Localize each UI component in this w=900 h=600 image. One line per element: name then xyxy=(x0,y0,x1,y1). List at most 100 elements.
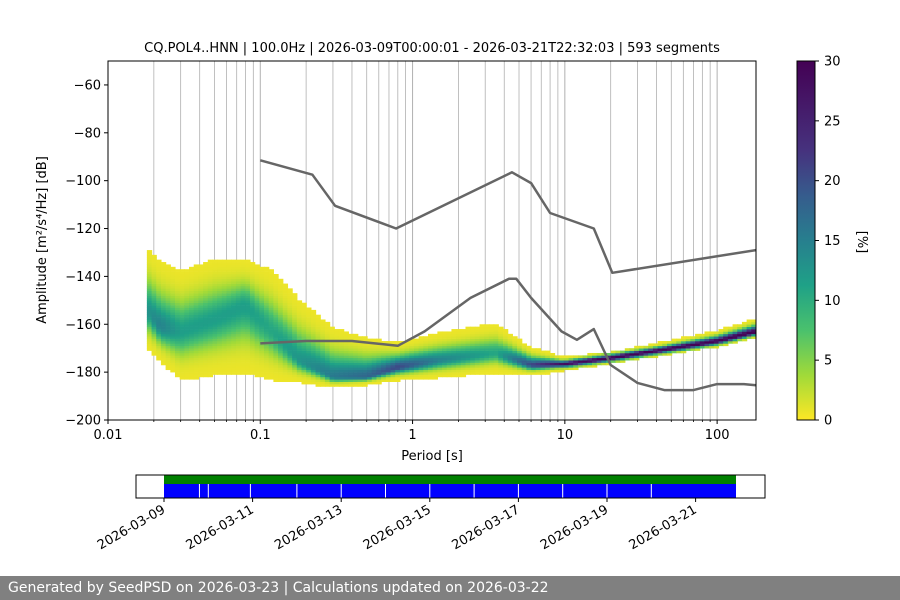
density-cell xyxy=(146,290,153,294)
density-cell xyxy=(212,300,218,304)
density-cell xyxy=(240,295,246,299)
density-cell xyxy=(231,269,237,272)
density-cell xyxy=(521,345,528,349)
density-cell xyxy=(723,329,729,332)
density-cell xyxy=(221,326,228,330)
density-cell xyxy=(273,369,279,373)
density-cell xyxy=(165,285,171,289)
density-cell xyxy=(390,372,396,375)
density-cell xyxy=(460,364,467,368)
density-cell xyxy=(240,338,246,342)
density-cell xyxy=(315,319,321,323)
density-cell xyxy=(329,379,335,383)
density-cell xyxy=(629,350,635,354)
density-cell xyxy=(451,336,457,339)
density-cell xyxy=(315,343,321,347)
density-cell xyxy=(315,379,321,383)
density-cell xyxy=(488,345,495,349)
density-cell xyxy=(306,369,312,373)
density-cell xyxy=(343,369,349,373)
density-cell xyxy=(217,302,223,306)
density-cell xyxy=(184,355,190,359)
density-cell xyxy=(193,312,200,315)
density-cell xyxy=(521,369,528,373)
density-cell xyxy=(189,326,195,330)
density-cell xyxy=(367,355,373,359)
x-axis-label: Period [s] xyxy=(401,449,463,464)
density-cell xyxy=(479,360,485,363)
density-cell xyxy=(235,326,242,330)
density-cell xyxy=(428,336,434,339)
density-cell xyxy=(301,307,307,311)
density-cell xyxy=(212,343,218,347)
density-cell xyxy=(512,341,518,344)
density-cell xyxy=(160,314,167,318)
density-cell xyxy=(189,290,195,294)
density-cell xyxy=(207,350,214,354)
density-cell xyxy=(423,372,429,375)
density-cell xyxy=(240,276,246,280)
density-cell xyxy=(310,341,317,344)
density-cell xyxy=(221,350,228,354)
density-cell xyxy=(451,350,457,354)
density-cell xyxy=(329,362,335,366)
density-cell xyxy=(160,293,167,296)
density-cell xyxy=(287,297,293,301)
density-cell xyxy=(282,355,289,359)
density-cell xyxy=(207,264,214,268)
density-cell xyxy=(193,345,200,349)
density-cell xyxy=(484,345,490,349)
density-cell xyxy=(174,324,181,327)
density-cell xyxy=(287,307,293,311)
density-cell xyxy=(174,341,181,344)
density-cell xyxy=(498,367,504,371)
density-cell xyxy=(432,350,438,354)
density-cell xyxy=(160,297,167,301)
density-cell xyxy=(156,317,162,320)
density-cell xyxy=(526,345,532,349)
density-cell xyxy=(451,338,457,342)
density-cell xyxy=(249,348,256,351)
density-cell xyxy=(179,278,185,282)
density-cell xyxy=(278,314,284,318)
density-cell xyxy=(376,379,382,383)
density-cell xyxy=(212,266,218,270)
density-cell xyxy=(203,352,209,356)
density-cell xyxy=(207,290,214,294)
density-cell xyxy=(249,341,256,344)
density-cell xyxy=(296,362,303,366)
density-cell xyxy=(310,360,317,363)
density-cell xyxy=(170,281,176,284)
density-cell xyxy=(287,338,293,342)
density-cell xyxy=(320,381,326,385)
density-cell xyxy=(428,338,434,342)
density-cell xyxy=(264,364,270,368)
density-cell xyxy=(217,295,223,299)
density-cell xyxy=(217,278,223,282)
density-cell xyxy=(479,350,485,354)
density-cell xyxy=(320,379,326,383)
density-cell xyxy=(151,283,157,287)
density-cell xyxy=(287,348,293,351)
psd-plot: 0.01 0.1 1 10 100 −60−80−100−120−140−160−180… xyxy=(35,60,757,464)
density-cell xyxy=(376,345,382,349)
density-cell xyxy=(296,350,303,354)
density-cell xyxy=(179,276,185,280)
density-cell xyxy=(395,345,401,349)
y-tick-label: −200 xyxy=(65,414,101,429)
density-cell xyxy=(310,312,317,315)
density-cell xyxy=(624,355,631,359)
density-cell xyxy=(174,281,181,284)
density-cell xyxy=(423,376,429,380)
density-cell xyxy=(329,376,335,380)
density-cell xyxy=(240,288,246,292)
density-cell xyxy=(357,364,364,368)
density-cell xyxy=(151,288,157,292)
density-cell xyxy=(268,285,274,289)
density-cell xyxy=(287,290,293,294)
density-cell xyxy=(324,372,331,375)
density-cell xyxy=(296,300,303,304)
density-cell xyxy=(278,333,284,337)
density-cell xyxy=(226,324,232,327)
